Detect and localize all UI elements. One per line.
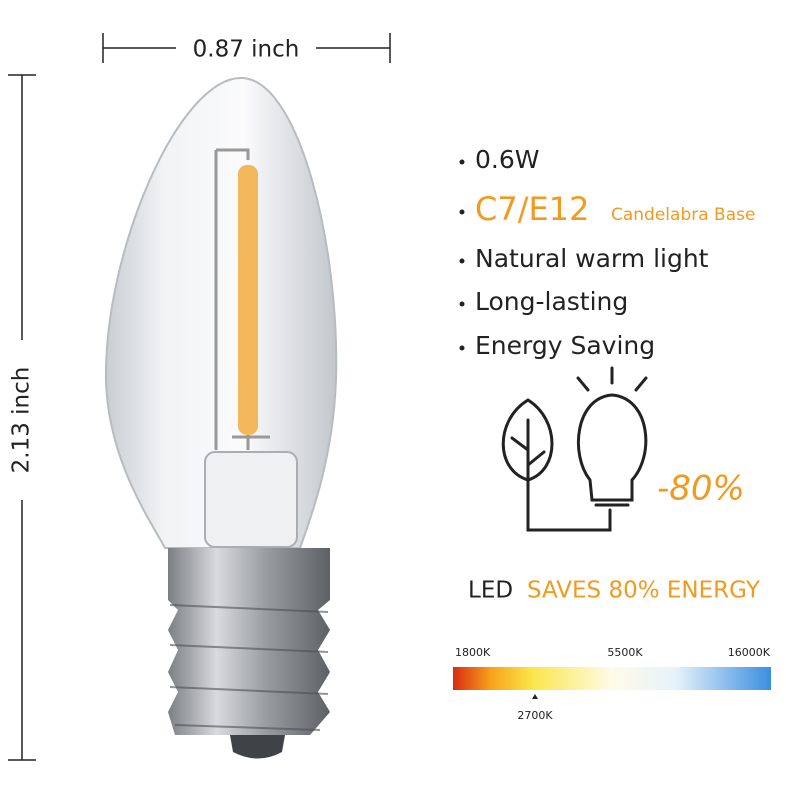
feature: Energy Saving: [475, 331, 655, 360]
dimension-lines: [8, 33, 391, 761]
scale-label: 5500K: [607, 646, 643, 659]
color-temperature-bar: [453, 667, 771, 690]
feature: Long-lasting: [475, 287, 628, 316]
base-name: Candelabra Base: [611, 205, 755, 225]
energy-icon: [501, 366, 648, 532]
scale-label: 1800K: [455, 646, 491, 659]
base-type: C7/E12: [475, 190, 589, 228]
marker-label: 2700K: [517, 709, 553, 722]
scale-label: 16000K: [728, 646, 771, 659]
bulb: [104, 76, 338, 759]
saving-claim: SAVES 80% ENERGY: [527, 578, 761, 604]
bullets: [459, 159, 465, 351]
wattage: 0.6W: [475, 145, 539, 174]
led-label: LED: [468, 578, 513, 604]
height-label: 2.13 inch: [9, 367, 35, 474]
width-label: 0.87 inch: [193, 37, 300, 63]
marker-triangle: [532, 694, 538, 699]
saving-percent: -80%: [657, 469, 745, 509]
feature: Natural warm light: [475, 244, 709, 273]
